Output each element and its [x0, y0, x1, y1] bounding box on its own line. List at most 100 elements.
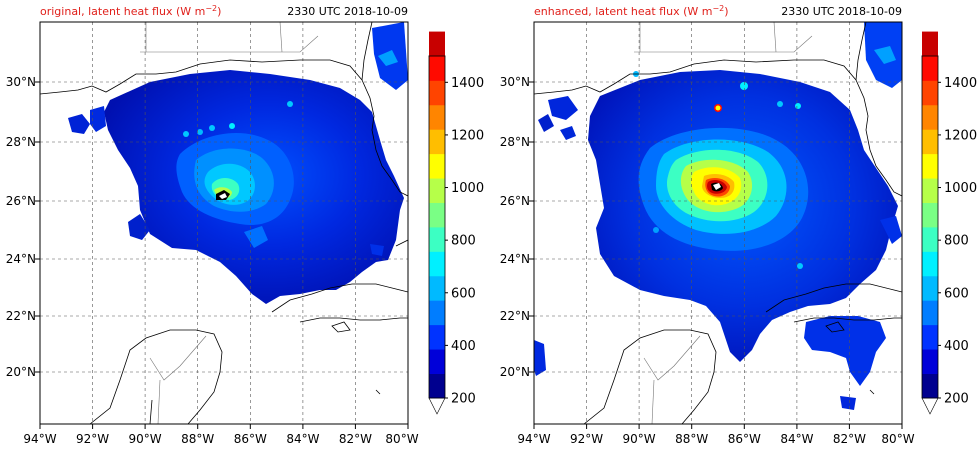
lon-tick-label: 88°W [675, 432, 708, 446]
lon-tick-label: 90°W [129, 432, 162, 446]
borders-original [140, 22, 319, 424]
colorbar-tick-label: 1400 [944, 76, 977, 91]
panel-timestamp-enhanced: 2330 UTC 2018-10-09 [781, 5, 902, 18]
colorbar-tick-label: 600 [944, 286, 969, 301]
colorbar-segment [922, 129, 938, 155]
lat-tick-label: 24°N [500, 252, 530, 266]
lon-tick-label: 92°W [76, 432, 109, 446]
colorbar-segment [429, 56, 445, 81]
colorbar-extend-min [921, 397, 939, 415]
colorbar-segment [429, 202, 445, 228]
lat-tick-label: 28°N [500, 135, 530, 149]
colorbar-segment [429, 129, 445, 155]
colorbar-tick-label: 1200 [451, 128, 484, 143]
colorbar-segment [429, 300, 445, 326]
lat-tick-label: 30°N [500, 75, 530, 89]
colorbar-segment [429, 349, 445, 374]
colorbar-segment [922, 324, 938, 350]
colorbar-frame [921, 55, 939, 399]
panel-timestamp-original: 2330 UTC 2018-10-09 [287, 5, 408, 18]
colorbar-tick-label: 200 [944, 392, 969, 407]
colorbar-extend-min [428, 397, 446, 415]
colorbar-segment [922, 251, 938, 277]
colorbar-tick-label: 400 [451, 339, 476, 354]
lon-tick-label: 80°W [881, 432, 914, 446]
colorbar-tick-label: 1400 [451, 76, 484, 91]
colorbar-segment [429, 31, 445, 57]
colorbar-tick-label: 800 [451, 234, 476, 249]
colorbar-tick-label: 800 [944, 234, 969, 249]
colorbar-segment [922, 80, 938, 106]
colorbar-segment [429, 153, 445, 179]
colorbar-tick-label: 1000 [451, 181, 484, 196]
colorbar-segment [922, 300, 938, 326]
colorbar-segment [429, 324, 445, 350]
lat-tick-labels-enhanced: 30°N 28°N 26°N 24°N 22°N 20°N [500, 75, 530, 379]
graticule-enhanced [534, 22, 902, 424]
lat-tick-label: 20°N [6, 365, 36, 379]
colorbar-frame [428, 55, 446, 399]
colorbar-segment [922, 104, 938, 130]
colorbar-tick-label: 1200 [944, 128, 977, 143]
lat-tick-label: 22°N [6, 309, 36, 323]
colorbar-segment [922, 202, 938, 228]
lon-tick-label: 92°W [570, 432, 603, 446]
lat-tick-label: 28°N [6, 135, 36, 149]
lat-tick-label: 30°N [6, 75, 36, 89]
lon-tick-label: 86°W [728, 432, 761, 446]
map-frame-enhanced [533, 21, 903, 425]
lat-tick-label: 24°N [6, 252, 36, 266]
coastlines-enhanced [534, 22, 902, 424]
lat-tick-label: 26°N [6, 194, 36, 208]
panel-title-original: original, latent heat flux (W m−2) [40, 4, 221, 18]
flux-field-original [68, 22, 408, 304]
lon-tick-label: 94°W [23, 432, 56, 446]
axis-ticks-original [35, 81, 409, 429]
borders-enhanced [634, 22, 813, 424]
colorbar-segment [922, 56, 938, 81]
coastlines-original [40, 22, 408, 424]
lat-tick-label: 22°N [500, 309, 530, 323]
lon-tick-label: 84°W [780, 432, 813, 446]
lon-tick-label: 86°W [234, 432, 267, 446]
colorbar-segment [922, 373, 938, 399]
map-panel-original: original, latent heat flux (W m−2) 2330 … [6, 4, 419, 446]
lat-tick-label: 26°N [500, 194, 530, 208]
colorbar-segment [922, 178, 938, 203]
colorbar-original: 1400 1200 1000 800 600 400 200 [428, 31, 484, 415]
colorbar-segment [922, 31, 938, 57]
lon-tick-labels-enhanced: 94°W 92°W 90°W 88°W 86°W 84°W 82°W 80°W [517, 432, 914, 446]
colorbar-segment [922, 153, 938, 179]
colorbar-segment [429, 251, 445, 277]
lon-tick-label: 84°W [286, 432, 319, 446]
colorbar-segment [922, 349, 938, 374]
axis-ticks-enhanced [529, 81, 903, 429]
map-area-original [40, 22, 408, 424]
lon-tick-label: 88°W [181, 432, 214, 446]
colorbar-tick-label: 1000 [944, 181, 977, 196]
panel-title-enhanced: enhanced, latent heat flux (W m−2) [534, 4, 729, 18]
colorbar-segment [429, 80, 445, 106]
colorbar-segment [429, 227, 445, 252]
graticule-original [40, 22, 408, 424]
colorbar-tick-label: 600 [451, 286, 476, 301]
colorbar-segment [429, 373, 445, 399]
lat-tick-labels-original: 30°N 28°N 26°N 24°N 22°N 20°N [6, 75, 36, 379]
colorbar-segment [429, 178, 445, 203]
colorbar-segment [429, 275, 445, 301]
lon-tick-label: 82°W [833, 432, 866, 446]
lon-tick-label: 82°W [339, 432, 372, 446]
colorbar-segment [429, 104, 445, 130]
map-frame-original [39, 21, 409, 425]
lon-tick-labels-original: 94°W 92°W 90°W 88°W 86°W 84°W 82°W 80°W [23, 432, 418, 446]
lon-tick-label: 94°W [517, 432, 550, 446]
map-area-enhanced [534, 22, 902, 424]
colorbar-tick-label: 400 [944, 339, 969, 354]
colorbar-segment [922, 227, 938, 252]
lat-tick-label: 20°N [500, 365, 530, 379]
lon-tick-label: 80°W [385, 432, 418, 446]
colorbar-tick-label: 200 [451, 392, 476, 407]
map-panel-enhanced: enhanced, latent heat flux (W m−2) 2330 … [500, 4, 915, 446]
